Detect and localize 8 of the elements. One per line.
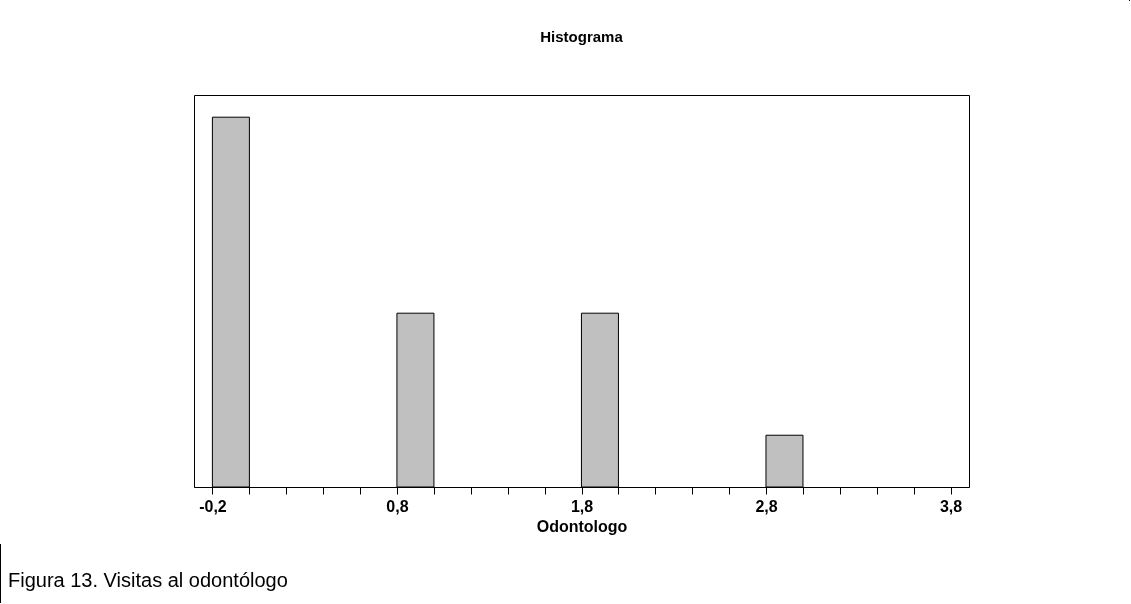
x-tick-label: 3,8 [939,497,963,515]
x-tick-label: -0,2 [199,497,227,515]
x-tick-label: 0,8 [386,497,409,515]
x-tick-label: 2,8 [755,497,778,515]
x-axis-title: Odontologo [536,517,628,535]
x-tick-label: 1,8 [570,497,594,515]
text: Figura 13. Visitas al odontólogo [8,569,288,592]
chart-title: Histograma [540,28,624,45]
